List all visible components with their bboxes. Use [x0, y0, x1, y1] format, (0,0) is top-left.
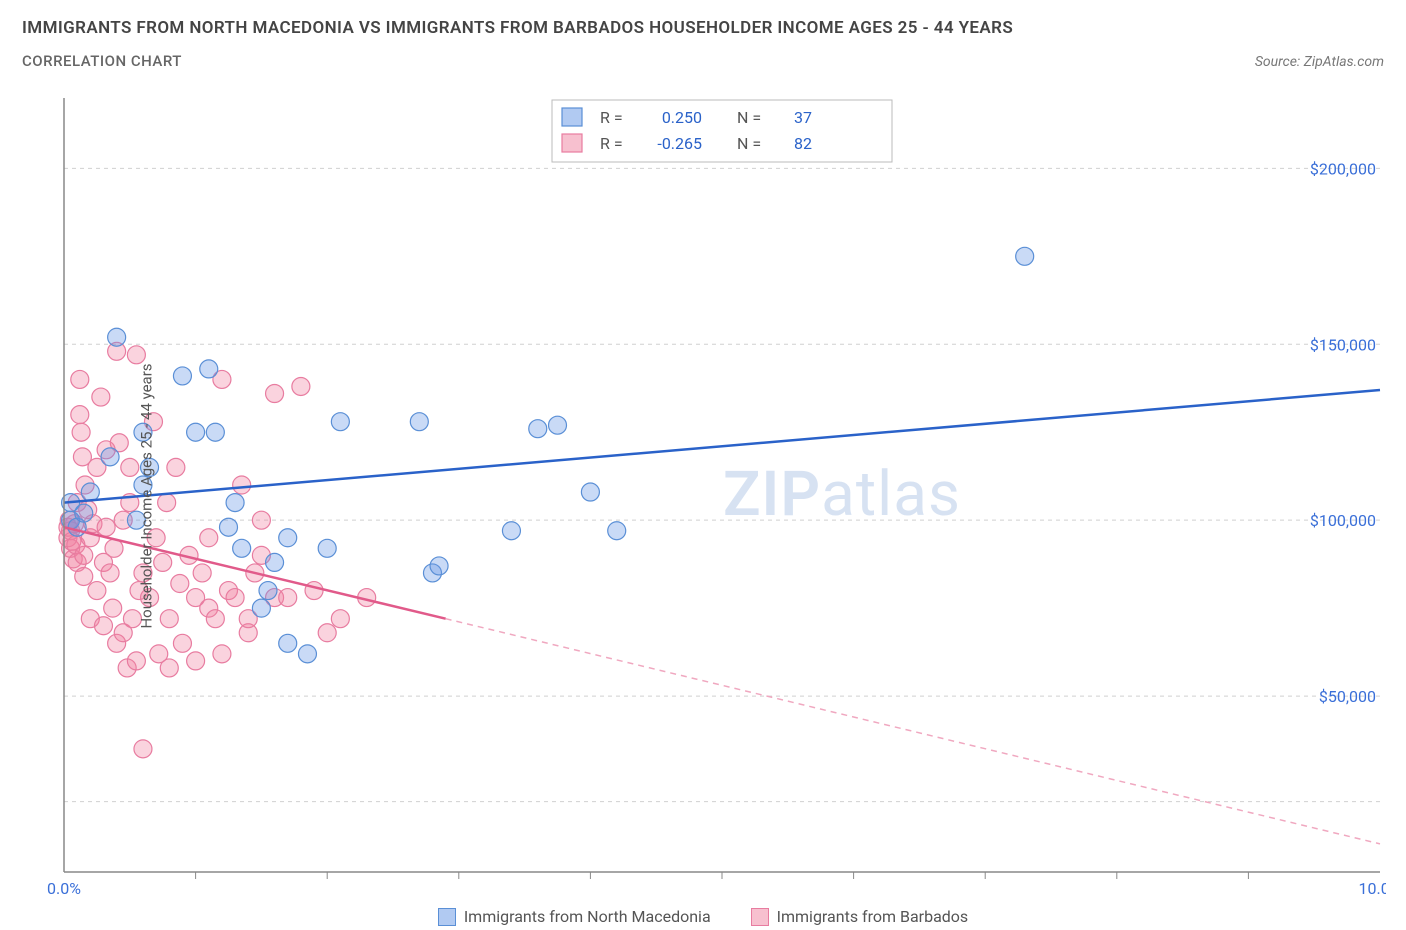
svg-text:37: 37: [794, 108, 812, 127]
legend-item-b: Immigrants from Barbados: [751, 907, 969, 926]
scatter-plot: ZIPatlas 0.0% 10.0% $50,000 $100,000 $150,000…: [46, 92, 1386, 900]
legend-item-a: Immigrants from North Macedonia: [438, 907, 711, 926]
svg-text:$50,000: $50,000: [1319, 687, 1376, 706]
svg-text:ZIPatlas: ZIPatlas: [723, 458, 961, 531]
svg-text:N =: N =: [737, 134, 761, 153]
svg-text:82: 82: [794, 134, 812, 153]
legend-swatch-b-icon: [751, 908, 769, 926]
chart-subtitle: CORRELATION CHART: [22, 52, 182, 70]
legend-swatch-a-icon: [438, 908, 456, 926]
svg-text:$200,000: $200,000: [1310, 159, 1376, 178]
y-axis-label: Householder Income Ages 25 - 44 years: [138, 363, 156, 628]
svg-text:10.0%: 10.0%: [1359, 879, 1386, 898]
bottom-legend: Immigrants from North Macedonia Immigran…: [0, 907, 1406, 926]
svg-text:0.0%: 0.0%: [47, 879, 81, 898]
svg-text:N =: N =: [737, 108, 761, 127]
svg-text:-0.265: -0.265: [657, 134, 702, 153]
plot-area: Householder Income Ages 25 - 44 years ZI…: [46, 92, 1386, 900]
svg-text:R =: R =: [600, 108, 623, 127]
legend-label-a: Immigrants from North Macedonia: [464, 907, 711, 926]
svg-text:R =: R =: [600, 134, 623, 153]
svg-text:$150,000: $150,000: [1310, 335, 1376, 354]
subtitle-row: CORRELATION CHART Source: ZipAtlas.com: [22, 52, 1384, 70]
source-label: Source: ZipAtlas.com: [1255, 54, 1384, 70]
svg-text:0.250: 0.250: [662, 108, 702, 127]
svg-text:$100,000: $100,000: [1310, 511, 1376, 530]
chart-header: IMMIGRANTS FROM NORTH MACEDONIA VS IMMIG…: [0, 0, 1406, 76]
legend-label-b: Immigrants from Barbados: [777, 907, 969, 926]
chart-title: IMMIGRANTS FROM NORTH MACEDONIA VS IMMIG…: [22, 18, 1384, 38]
